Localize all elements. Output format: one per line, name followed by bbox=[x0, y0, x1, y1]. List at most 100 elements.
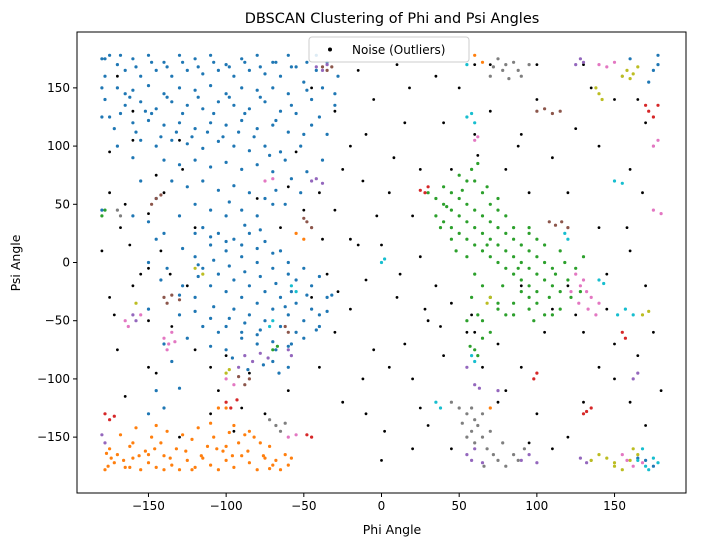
point-1-0 bbox=[108, 53, 112, 57]
point-10-19 bbox=[620, 181, 624, 185]
point-2-77 bbox=[224, 406, 228, 410]
point-3-55 bbox=[476, 161, 480, 166]
point-0-16 bbox=[318, 365, 321, 369]
chart-title: DBSCAN Clustering of Phi and Psi Angles bbox=[245, 11, 540, 27]
point-4-1 bbox=[108, 418, 112, 422]
point-2-71 bbox=[209, 421, 213, 425]
point-0-69 bbox=[644, 121, 647, 125]
point-1-271 bbox=[651, 464, 656, 468]
point-1-178 bbox=[212, 305, 216, 309]
point-1-222 bbox=[258, 65, 262, 69]
point-1-107 bbox=[278, 249, 283, 253]
point-3-78 bbox=[445, 205, 449, 209]
point-8-22 bbox=[511, 453, 516, 457]
point-1-143 bbox=[271, 359, 275, 364]
point-1-117 bbox=[232, 278, 236, 282]
point-3-33 bbox=[434, 214, 438, 218]
point-1-256 bbox=[181, 246, 185, 251]
point-2-51 bbox=[199, 454, 203, 458]
point-6-7 bbox=[305, 220, 309, 224]
point-1-263 bbox=[146, 412, 151, 416]
point-9-17 bbox=[640, 313, 645, 317]
point-1-141 bbox=[240, 336, 244, 340]
point-8-2 bbox=[511, 60, 516, 64]
point-5-29 bbox=[325, 63, 329, 67]
point-1-66 bbox=[170, 138, 174, 142]
point-1-214 bbox=[134, 65, 138, 69]
point-0-145 bbox=[181, 168, 185, 171]
point-1-121 bbox=[294, 301, 298, 305]
point-7-34 bbox=[263, 179, 267, 183]
point-1-52 bbox=[131, 121, 135, 125]
legend-label-noise: Noise (Outliers) bbox=[352, 43, 445, 57]
point-1-2 bbox=[131, 57, 135, 61]
point-1-202 bbox=[237, 130, 241, 134]
point-0-139 bbox=[439, 325, 442, 328]
point-2-25 bbox=[143, 449, 147, 453]
point-0-34 bbox=[426, 424, 430, 427]
point-3-95 bbox=[581, 255, 586, 259]
point-4-19 bbox=[581, 412, 586, 416]
point-8-9 bbox=[527, 63, 531, 67]
point-8-32 bbox=[115, 208, 119, 212]
point-1-236 bbox=[193, 309, 197, 313]
point-1-185 bbox=[165, 95, 169, 99]
point-3-56 bbox=[449, 237, 453, 241]
point-8-10 bbox=[457, 406, 461, 410]
point-3-59 bbox=[480, 284, 485, 288]
point-5-30 bbox=[578, 456, 583, 460]
point-10-28 bbox=[473, 359, 477, 364]
point-3-39 bbox=[480, 249, 485, 253]
point-1-249 bbox=[286, 260, 290, 265]
point-1-135 bbox=[232, 307, 236, 311]
point-6-11 bbox=[325, 68, 329, 72]
point-1-13 bbox=[294, 65, 298, 69]
point-2-27 bbox=[174, 447, 178, 451]
ticks-layer: −150 −100 −50 0 50 100 150 −150 −100 −50 0 50 100 150 bbox=[37, 81, 626, 513]
point-1-203 bbox=[221, 135, 225, 139]
point-2-41 bbox=[212, 435, 216, 439]
point-7-35 bbox=[271, 177, 275, 181]
point-8-11 bbox=[465, 412, 469, 416]
point-3-45 bbox=[527, 284, 531, 288]
point-2-57 bbox=[106, 464, 110, 468]
point-1-261 bbox=[230, 356, 234, 360]
point-6-18 bbox=[553, 223, 558, 227]
point-2-46 bbox=[122, 458, 126, 462]
point-1-245 bbox=[325, 309, 329, 313]
point-3-69 bbox=[563, 260, 567, 265]
point-3-94 bbox=[574, 266, 578, 270]
point-1-73 bbox=[278, 150, 283, 154]
point-8-16 bbox=[473, 441, 477, 445]
point-0-142 bbox=[147, 266, 150, 270]
point-2-39 bbox=[181, 433, 185, 437]
point-1-29 bbox=[162, 92, 166, 96]
point-4-11 bbox=[620, 330, 624, 334]
point-0-136 bbox=[336, 290, 340, 293]
point-1-275 bbox=[647, 80, 651, 84]
point-5-27 bbox=[314, 65, 318, 69]
point-2-33 bbox=[268, 444, 272, 448]
point-0-90 bbox=[372, 348, 376, 352]
point-3-34 bbox=[442, 220, 446, 224]
point-0-75 bbox=[154, 371, 158, 375]
point-8-8 bbox=[491, 65, 495, 69]
point-1-274 bbox=[656, 63, 660, 67]
point-1-262 bbox=[209, 344, 213, 348]
point-2-14 bbox=[216, 468, 220, 472]
point-7-23 bbox=[631, 464, 635, 468]
point-4-18 bbox=[305, 433, 309, 437]
point-7-24 bbox=[640, 461, 645, 465]
point-3-19 bbox=[449, 191, 453, 195]
point-1-159 bbox=[305, 293, 309, 297]
point-0-135 bbox=[321, 237, 324, 241]
point-0-9 bbox=[123, 395, 127, 398]
point-0-113 bbox=[139, 272, 143, 276]
point-0-13 bbox=[240, 406, 244, 410]
point-0-85 bbox=[465, 330, 469, 334]
point-0-43 bbox=[597, 365, 601, 369]
point-9-14 bbox=[636, 453, 640, 457]
point-7-0 bbox=[162, 336, 166, 340]
point-0-27 bbox=[372, 98, 376, 101]
